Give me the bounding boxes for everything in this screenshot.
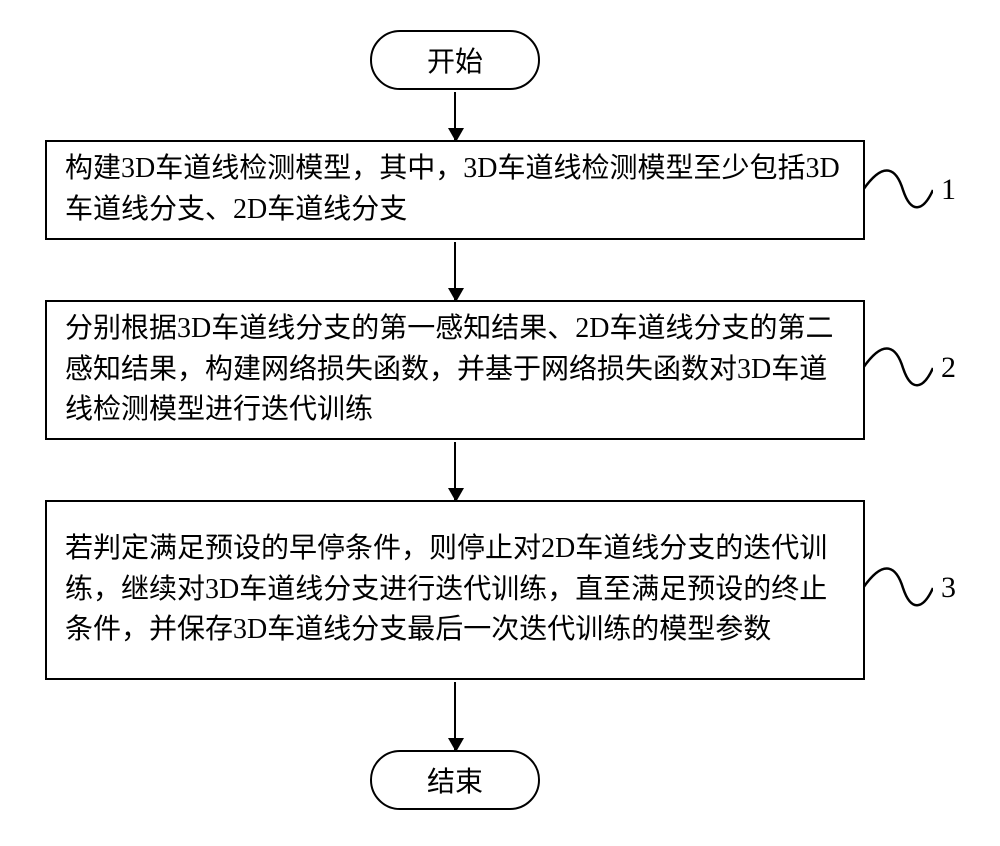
step1-number: 1	[941, 173, 956, 207]
end-label: 结束	[427, 760, 483, 800]
end-terminator: 结束	[370, 750, 540, 810]
arrow-3-to-end	[454, 682, 456, 750]
wave-connector-icon	[863, 162, 933, 217]
step1-number-label: 1	[863, 162, 956, 217]
arrow-1-to-2	[454, 242, 456, 300]
start-terminator: 开始	[370, 30, 540, 90]
arrow-start-to-1	[454, 92, 456, 140]
start-label: 开始	[427, 40, 483, 80]
step2-text: 分别根据3D车道线分支的第一感知结果、2D车道线分支的第二感知结果，构建网络损失…	[65, 309, 845, 431]
step3-number-label: 3	[863, 560, 956, 615]
wave-connector-icon	[863, 340, 933, 395]
process-step-3: 若判定满足预设的早停条件，则停止对2D车道线分支的迭代训练，继续对3D车道线分支…	[45, 500, 865, 680]
step1-text: 构建3D车道线检测模型，其中，3D车道线检测模型至少包括3D车道线分支、2D车道…	[65, 149, 845, 230]
arrow-2-to-3	[454, 442, 456, 500]
process-step-1: 构建3D车道线检测模型，其中，3D车道线检测模型至少包括3D车道线分支、2D车道…	[45, 140, 865, 240]
step2-number-label: 2	[863, 340, 956, 395]
step2-number: 2	[941, 351, 956, 385]
flowchart-container: 开始 构建3D车道线检测模型，其中，3D车道线检测模型至少包括3D车道线分支、2…	[0, 20, 1000, 846]
process-step-2: 分别根据3D车道线分支的第一感知结果、2D车道线分支的第二感知结果，构建网络损失…	[45, 300, 865, 440]
wave-connector-icon	[863, 560, 933, 615]
step3-text: 若判定满足预设的早停条件，则停止对2D车道线分支的迭代训练，继续对3D车道线分支…	[65, 529, 845, 651]
step3-number: 3	[941, 571, 956, 605]
